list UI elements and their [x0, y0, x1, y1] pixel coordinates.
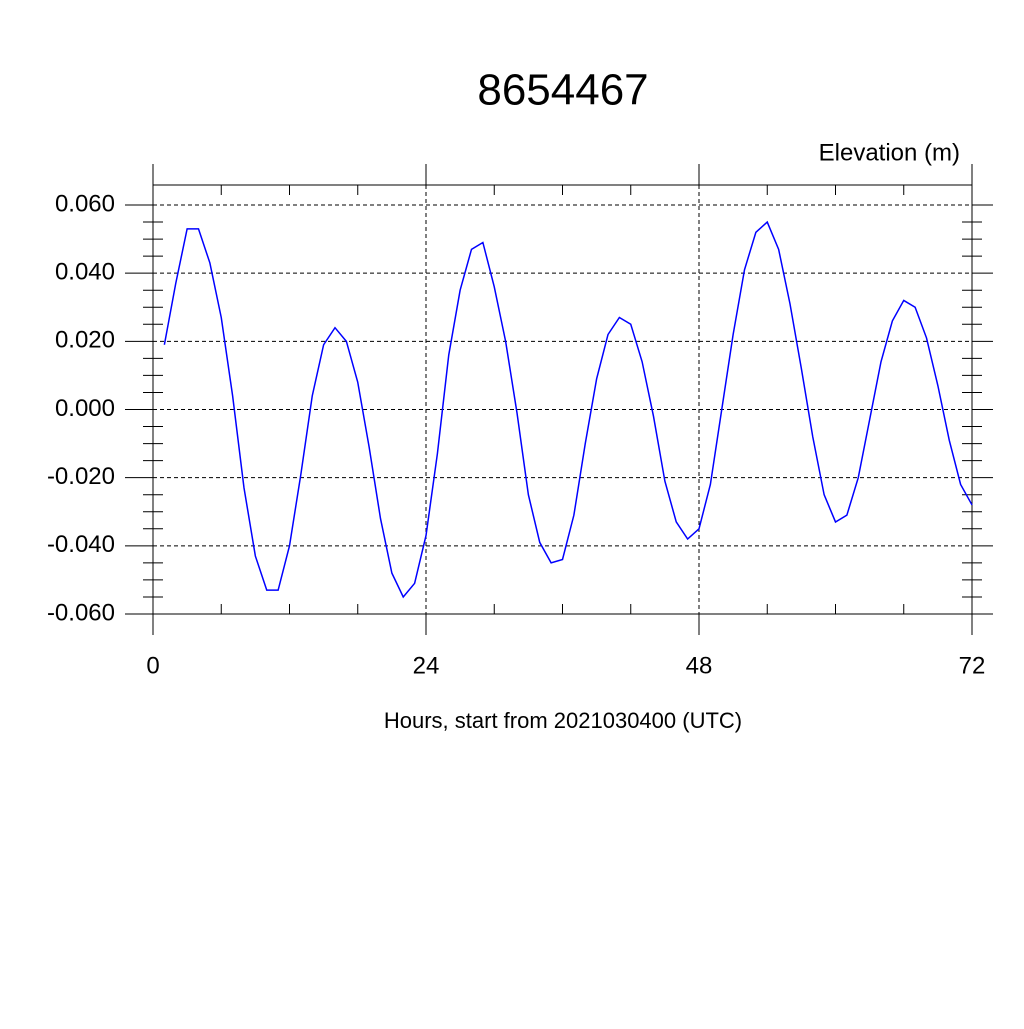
chart-title: 8654467 — [477, 66, 648, 115]
x-tick-label: 72 — [959, 652, 986, 679]
y-tick-label: 0.040 — [55, 259, 115, 286]
x-tick-label: 24 — [413, 652, 440, 679]
data-line — [163, 220, 973, 599]
y-tick-label: -0.040 — [47, 531, 115, 558]
x-axis-label: Hours, start from 2021030400 (UTC) — [384, 708, 742, 733]
x-tick-label: 48 — [686, 652, 713, 679]
y-tick-label: 0.000 — [55, 395, 115, 422]
y-tick-label: 0.020 — [55, 327, 115, 354]
y-axis-label: Elevation (m) — [819, 139, 960, 166]
y-tick-label: -0.020 — [47, 463, 115, 490]
x-tick-label: 0 — [146, 652, 159, 679]
y-tick-label: -0.060 — [47, 599, 115, 626]
y-tick-label: 0.060 — [55, 190, 115, 217]
plot-frame — [152, 184, 973, 615]
